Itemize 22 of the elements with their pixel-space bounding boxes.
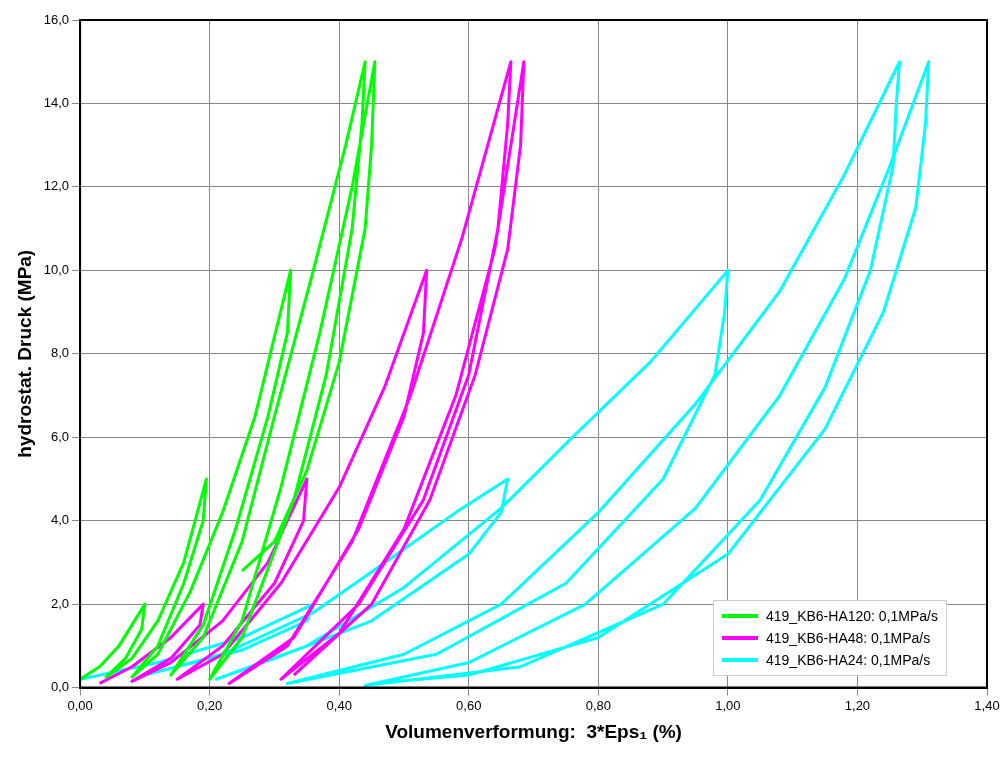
x-tick-label: 0,80 — [585, 697, 611, 713]
x-axis-title: Volumenverformung: 3*Eps₁ (%) — [385, 720, 682, 742]
y-tick-label: 4,0 — [51, 512, 70, 528]
y-tick-label: 12,0 — [43, 178, 70, 194]
x-tick-label: 0,20 — [197, 697, 223, 713]
legend-label: 419_KB6-HA24: 0,1MPa/s — [766, 651, 931, 668]
x-tick-label: 1,00 — [715, 697, 741, 713]
y-tick-label: 8,0 — [51, 345, 70, 361]
y-tick-label: 6,0 — [51, 428, 70, 444]
x-tick-label: 0,00 — [67, 697, 93, 713]
legend-label: 419_KB6-HA120: 0,1MPa/s — [766, 607, 938, 624]
y-tick-label: 10,0 — [43, 261, 70, 277]
y-axis-title: hydrostat. Druck (MPa) — [13, 249, 35, 458]
y-tick-label: 16,0 — [43, 11, 70, 27]
x-tick-label: 0,40 — [326, 697, 352, 713]
legend-label: 419_KB6-HA48: 0,1MPa/s — [766, 629, 931, 646]
x-tick-label: 0,60 — [456, 697, 482, 713]
x-tick-label: 1,20 — [844, 697, 871, 713]
y-tick-label: 14,0 — [43, 95, 70, 111]
y-tick-label: 0,0 — [51, 679, 70, 695]
x-tick-label: 1,40 — [974, 697, 1000, 713]
y-tick-label: 2,0 — [51, 595, 70, 611]
